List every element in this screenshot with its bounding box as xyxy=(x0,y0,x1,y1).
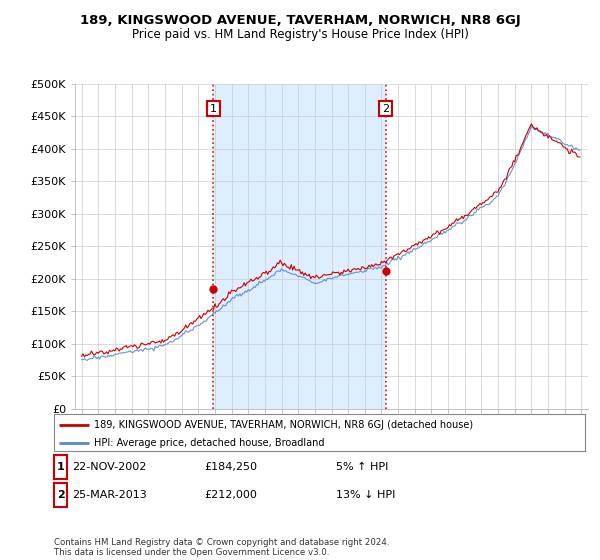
Text: 2: 2 xyxy=(382,104,389,114)
Text: 5% ↑ HPI: 5% ↑ HPI xyxy=(336,462,388,472)
Text: £184,250: £184,250 xyxy=(204,462,257,472)
Text: £212,000: £212,000 xyxy=(204,490,257,500)
Text: 2: 2 xyxy=(57,490,64,500)
Text: 1: 1 xyxy=(57,462,64,472)
Bar xyxy=(213,84,386,409)
Text: 1: 1 xyxy=(210,104,217,114)
Text: Price paid vs. HM Land Registry's House Price Index (HPI): Price paid vs. HM Land Registry's House … xyxy=(131,28,469,41)
Text: Contains HM Land Registry data © Crown copyright and database right 2024.
This d: Contains HM Land Registry data © Crown c… xyxy=(54,538,389,557)
Text: 13% ↓ HPI: 13% ↓ HPI xyxy=(336,490,395,500)
Text: 189, KINGSWOOD AVENUE, TAVERHAM, NORWICH, NR8 6GJ (detached house): 189, KINGSWOOD AVENUE, TAVERHAM, NORWICH… xyxy=(94,419,473,430)
Text: HPI: Average price, detached house, Broadland: HPI: Average price, detached house, Broa… xyxy=(94,438,325,448)
Text: 189, KINGSWOOD AVENUE, TAVERHAM, NORWICH, NR8 6GJ: 189, KINGSWOOD AVENUE, TAVERHAM, NORWICH… xyxy=(80,14,520,27)
Text: 25-MAR-2013: 25-MAR-2013 xyxy=(72,490,147,500)
Text: 22-NOV-2002: 22-NOV-2002 xyxy=(72,462,146,472)
